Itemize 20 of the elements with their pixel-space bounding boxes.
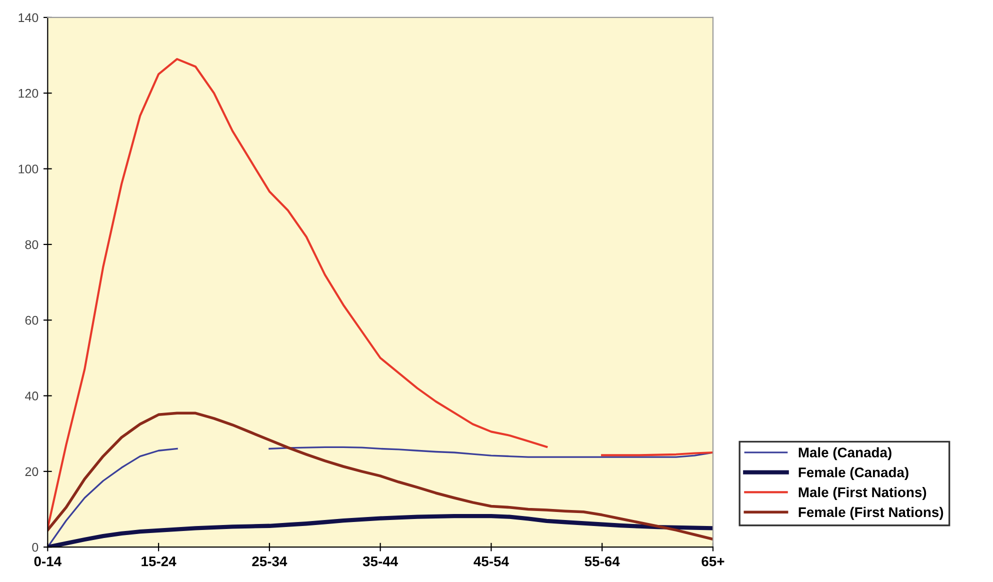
y-tick-label: 80	[25, 240, 38, 250]
x-tick-label: 65+	[702, 556, 724, 566]
y-tick-label: 20	[25, 467, 38, 476]
x-tick-label: 45-54	[474, 556, 509, 566]
y-tick-label: 100	[18, 164, 38, 174]
y-tick-label: 120	[18, 88, 38, 98]
legend-label: Male (Canada)	[798, 447, 892, 460]
x-tick-label: 15-24	[142, 556, 176, 566]
x-tick-label: 35-44	[362, 556, 398, 566]
legend-label: Female (Canada)	[798, 467, 908, 480]
x-tick-label: 55-64	[584, 556, 620, 566]
y-tick-label: 0	[32, 542, 38, 552]
x-tick-label: 25-34	[252, 556, 288, 566]
x-tick-label: 0-14	[34, 556, 62, 566]
legend-label: Female (First Nations)	[798, 506, 944, 520]
y-tick-label: 60	[25, 316, 38, 325]
line-series	[48, 412, 713, 541]
y-tick-label: 40	[25, 392, 38, 400]
legend-label: Male (First Nations)	[798, 487, 926, 500]
y-tick-label: 140	[18, 13, 38, 22]
